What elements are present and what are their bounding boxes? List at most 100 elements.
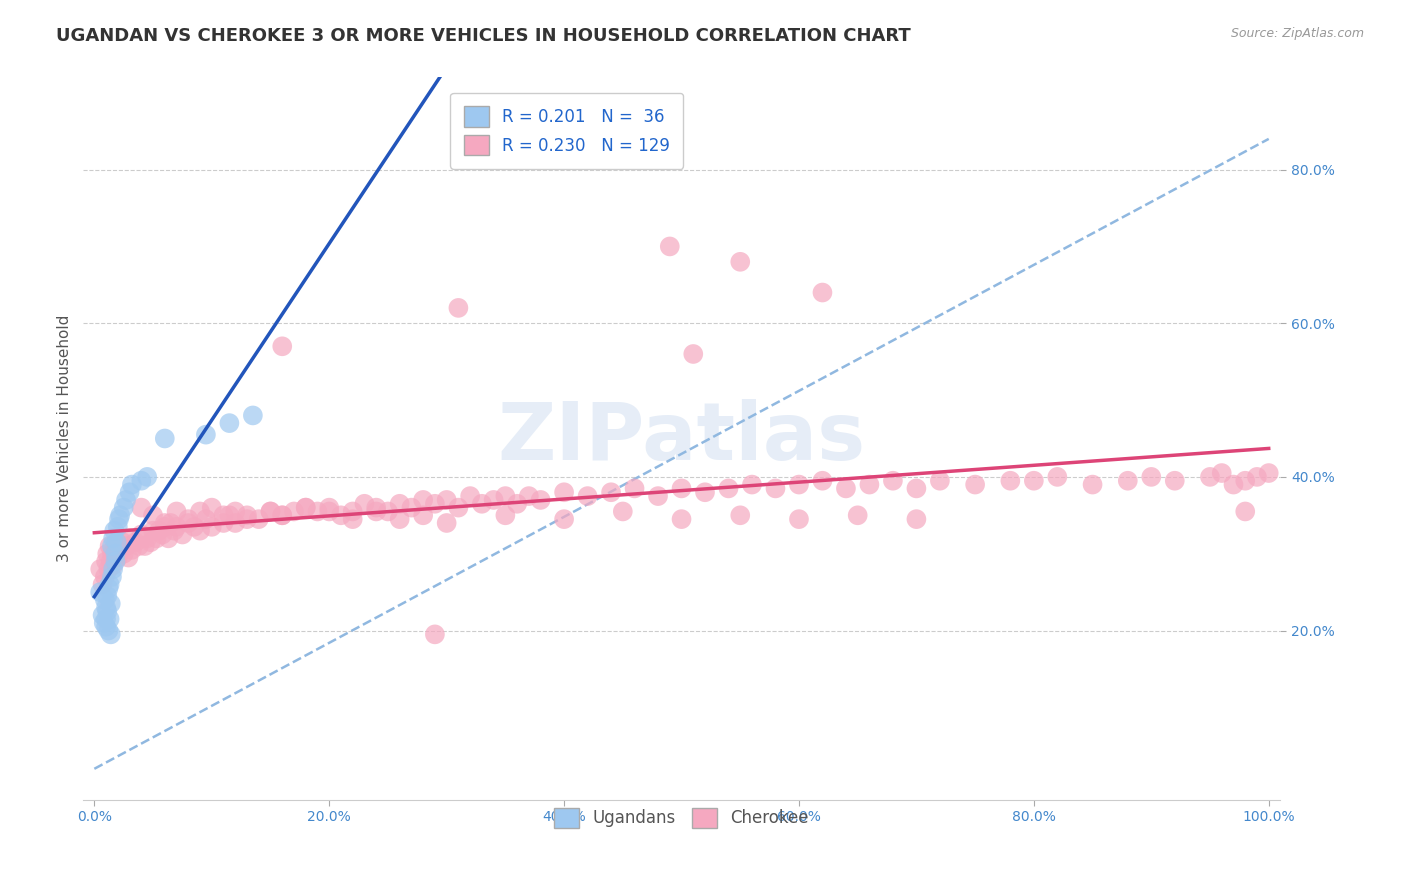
Point <box>765 482 787 496</box>
Point <box>188 524 211 538</box>
Point <box>142 508 165 523</box>
Point <box>728 254 751 268</box>
Point <box>134 539 156 553</box>
Point <box>101 547 124 561</box>
Point <box>1234 474 1257 488</box>
Point <box>905 482 928 496</box>
Point <box>1211 466 1233 480</box>
Point <box>318 504 340 518</box>
Point <box>108 508 131 523</box>
Point <box>529 492 551 507</box>
Point <box>1046 470 1069 484</box>
Point <box>105 535 128 549</box>
Point <box>787 512 810 526</box>
Point <box>96 547 118 561</box>
Point <box>882 474 904 488</box>
Point <box>183 520 205 534</box>
Point <box>212 516 235 530</box>
Point <box>172 527 194 541</box>
Point <box>94 570 117 584</box>
Point <box>1140 470 1163 484</box>
Point <box>97 562 120 576</box>
Point <box>1081 477 1104 491</box>
Point <box>139 535 162 549</box>
Point <box>177 512 200 526</box>
Point <box>94 554 117 568</box>
Point <box>494 508 516 523</box>
Point <box>152 527 174 541</box>
Point <box>401 500 423 515</box>
Point <box>94 612 117 626</box>
Point <box>108 542 131 557</box>
Point <box>117 550 139 565</box>
Point <box>188 504 211 518</box>
Point <box>194 427 217 442</box>
Point <box>658 239 681 253</box>
Point <box>1246 470 1268 484</box>
Point <box>1116 474 1139 488</box>
Point <box>623 482 645 496</box>
Point <box>145 532 167 546</box>
Point <box>494 489 516 503</box>
Point <box>112 500 135 515</box>
Point <box>741 477 763 491</box>
Point <box>471 497 494 511</box>
Point <box>98 577 121 591</box>
Point <box>91 608 114 623</box>
Point <box>447 301 470 315</box>
Point <box>93 615 115 630</box>
Point <box>247 512 270 526</box>
Point <box>112 547 135 561</box>
Point <box>148 524 170 538</box>
Point <box>100 627 122 641</box>
Point <box>104 539 127 553</box>
Text: UGANDAN VS CHEROKEE 3 OR MORE VEHICLES IN HOUSEHOLD CORRELATION CHART: UGANDAN VS CHEROKEE 3 OR MORE VEHICLES I… <box>56 27 911 45</box>
Point <box>101 558 124 573</box>
Point <box>108 512 131 526</box>
Point <box>142 524 165 538</box>
Point <box>121 477 143 491</box>
Point <box>100 597 122 611</box>
Point <box>647 489 669 503</box>
Point <box>242 409 264 423</box>
Point <box>342 512 364 526</box>
Point <box>201 520 224 534</box>
Point <box>118 532 141 546</box>
Point <box>259 504 281 518</box>
Point <box>236 512 259 526</box>
Point <box>89 562 111 576</box>
Point <box>94 592 117 607</box>
Point <box>94 600 117 615</box>
Point <box>96 604 118 618</box>
Point <box>1222 477 1244 491</box>
Point <box>153 516 176 530</box>
Point <box>436 516 458 530</box>
Point <box>294 500 316 515</box>
Point <box>553 485 575 500</box>
Point <box>100 554 122 568</box>
Point <box>121 542 143 557</box>
Point <box>412 492 434 507</box>
Point <box>388 497 411 511</box>
Point <box>576 489 599 503</box>
Point <box>115 492 138 507</box>
Point <box>1000 474 1022 488</box>
Point <box>271 508 294 523</box>
Point <box>858 477 880 491</box>
Point <box>236 508 259 523</box>
Point <box>115 539 138 553</box>
Point <box>104 554 127 568</box>
Point <box>128 539 150 553</box>
Point <box>177 516 200 530</box>
Point <box>98 539 121 553</box>
Point <box>201 500 224 515</box>
Point <box>307 504 329 518</box>
Point <box>1022 474 1045 488</box>
Point <box>218 416 240 430</box>
Point <box>153 432 176 446</box>
Point <box>965 477 987 491</box>
Point <box>218 508 240 523</box>
Point <box>96 589 118 603</box>
Point <box>107 520 129 534</box>
Point <box>283 504 305 518</box>
